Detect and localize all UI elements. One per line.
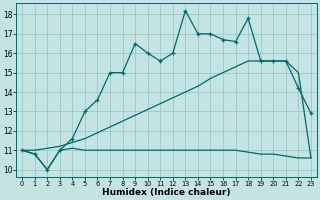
X-axis label: Humidex (Indice chaleur): Humidex (Indice chaleur) bbox=[102, 188, 231, 197]
